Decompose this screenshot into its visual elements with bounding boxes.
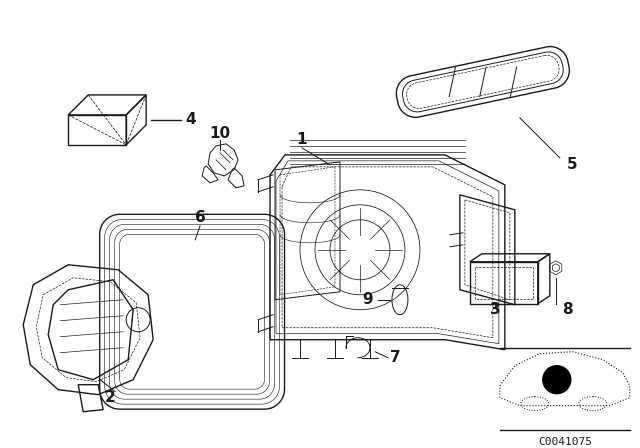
- Text: 5: 5: [566, 157, 577, 172]
- Text: 10: 10: [209, 126, 230, 142]
- Text: 4: 4: [186, 112, 196, 127]
- Text: 2: 2: [105, 390, 116, 405]
- Text: 1: 1: [297, 132, 307, 147]
- Text: 8: 8: [563, 302, 573, 317]
- Text: 6: 6: [195, 210, 205, 225]
- Text: 7: 7: [390, 350, 400, 365]
- Text: 9: 9: [363, 292, 373, 307]
- Circle shape: [543, 366, 571, 394]
- Text: C0041075: C0041075: [538, 437, 592, 447]
- Text: 3: 3: [490, 302, 500, 317]
